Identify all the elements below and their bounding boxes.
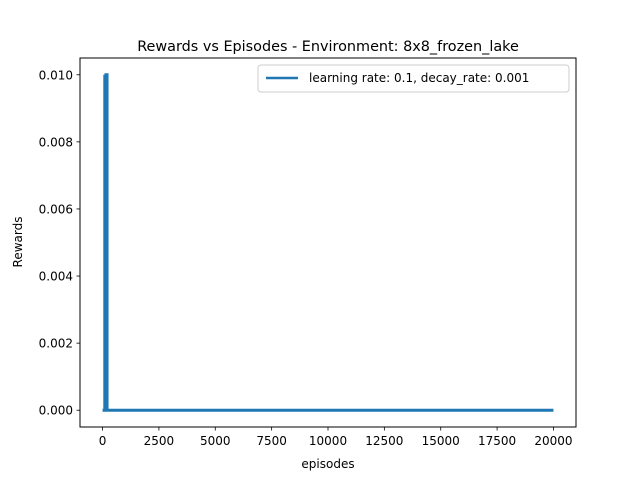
x-tick-label: 0 (99, 434, 107, 448)
legend-label: learning rate: 0.1, decay_rate: 0.001 (309, 71, 529, 85)
x-axis-ticks: 0 2500 5000 7500 10000 12500 15000 17500 20000 (99, 427, 573, 448)
x-tick-label: 12500 (365, 434, 403, 448)
x-tick-label: 17500 (478, 434, 516, 448)
y-tick-label: 0.006 (39, 202, 73, 216)
x-axis-title: episodes (301, 457, 354, 471)
y-tick-label: 0.004 (39, 270, 73, 284)
legend-box (257, 64, 570, 93)
legend: learning rate: 0.1, decay_rate: 0.001 (257, 64, 570, 93)
x-tick-label: 20000 (534, 434, 572, 448)
y-tick-label: 0.000 (39, 404, 73, 418)
plot-series (102, 73, 554, 412)
chart-title: Rewards vs Episodes - Environment: 8x8_f… (137, 39, 519, 55)
x-tick-label: 10000 (309, 434, 347, 448)
y-axis-title: Rewards (11, 217, 25, 268)
y-tick-label: 0.002 (39, 337, 73, 351)
x-tick-label: 15000 (422, 434, 460, 448)
series-line (102, 73, 554, 412)
y-tick-label: 0.010 (39, 68, 73, 82)
plot-area-frame (79, 57, 577, 428)
x-tick-label: 5000 (200, 434, 231, 448)
x-tick-label: 7500 (256, 434, 287, 448)
x-tick-label: 2500 (144, 434, 175, 448)
y-tick-label: 0.008 (39, 135, 73, 149)
y-axis-ticks: 0.000 0.002 0.004 0.006 0.008 0.010 (39, 68, 80, 418)
